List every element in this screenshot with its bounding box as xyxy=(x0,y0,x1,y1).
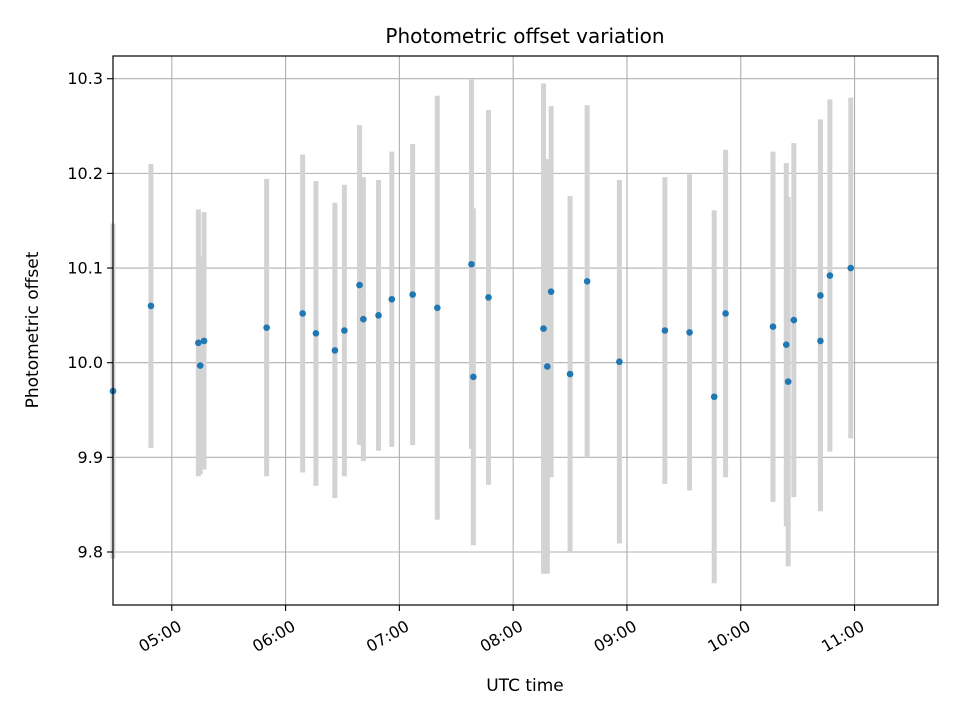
data-point xyxy=(200,337,208,345)
data-point xyxy=(817,337,824,345)
data-point xyxy=(722,310,729,317)
y-axis-label: Photometric offset xyxy=(23,251,43,408)
y-tick-label: 9.9 xyxy=(78,448,103,467)
y-tick-label: 10.1 xyxy=(67,259,103,278)
data-point xyxy=(468,260,475,268)
data-point xyxy=(312,330,320,337)
data-point xyxy=(710,393,718,401)
data-point xyxy=(195,339,202,347)
y-tick-label: 9.8 xyxy=(78,542,103,561)
data-point xyxy=(826,272,834,279)
data-point xyxy=(375,312,382,319)
data-point xyxy=(263,324,270,331)
chart-title: Photometric offset variation xyxy=(385,24,664,48)
data-point xyxy=(434,304,441,312)
data-point xyxy=(360,315,367,323)
data-point xyxy=(847,264,855,272)
data-point xyxy=(583,277,591,285)
data-point xyxy=(196,362,204,369)
data-point xyxy=(147,302,155,310)
data-points xyxy=(109,260,855,401)
data-point xyxy=(409,291,416,298)
data-point xyxy=(769,323,777,331)
y-tick-label: 10.2 xyxy=(67,164,103,183)
data-point xyxy=(790,316,798,324)
data-point xyxy=(547,288,555,295)
data-point xyxy=(341,327,348,334)
data-point xyxy=(485,294,492,301)
data-point xyxy=(356,281,363,289)
data-point xyxy=(331,347,339,354)
data-point xyxy=(661,327,669,334)
data-point xyxy=(544,363,551,370)
data-point xyxy=(616,358,623,366)
data-point xyxy=(782,341,790,348)
x-axis-label: UTC time xyxy=(486,676,564,696)
y-tick-label: 10.3 xyxy=(67,69,103,88)
grid xyxy=(113,56,938,605)
y-axis-ticks: 9.8 9.9 10.0 10.1 10.2 10.3 xyxy=(67,69,113,561)
data-point xyxy=(817,292,824,299)
data-point xyxy=(470,373,477,381)
data-point xyxy=(784,378,792,385)
data-point xyxy=(566,370,574,378)
y-tick-label: 10.0 xyxy=(67,353,103,372)
data-point xyxy=(299,310,306,317)
data-point xyxy=(388,295,396,303)
data-point xyxy=(540,325,547,332)
plot-frame xyxy=(112,55,939,606)
data-point xyxy=(686,329,693,336)
